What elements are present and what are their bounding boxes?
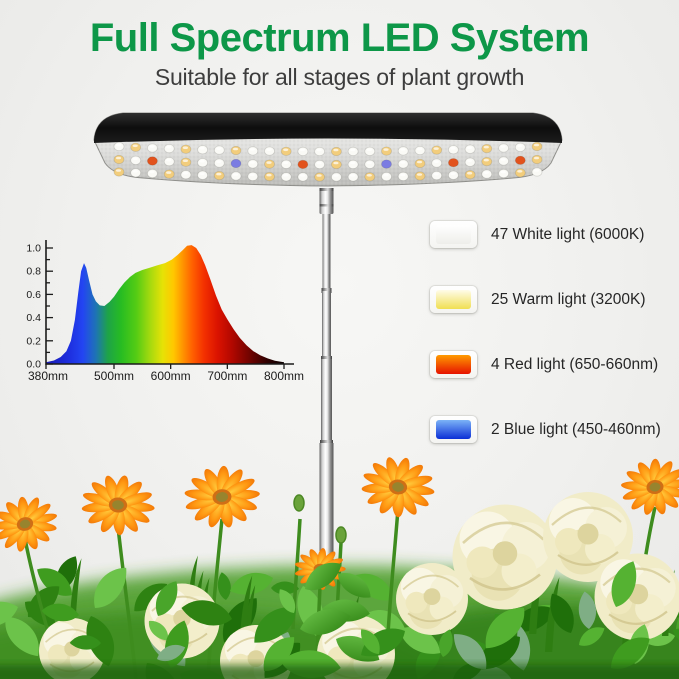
flower-bed-illustration — [0, 449, 679, 679]
svg-text:0.8: 0.8 — [26, 266, 41, 278]
svg-text:380mm: 380mm — [28, 369, 68, 383]
legend-item-white: 47 White light (6000K) — [430, 221, 675, 248]
legend-label: 25 Warm light (3200K) — [491, 290, 646, 308]
led-legend: 47 White light (6000K) 25 Warm light (32… — [430, 221, 675, 481]
legend-item-red: 4 Red light (650-660nm) — [430, 351, 675, 378]
blue-led-chip-swatch — [430, 416, 477, 443]
svg-text:0.4: 0.4 — [26, 312, 41, 324]
legend-item-blue: 2 Blue light (450-460nm) — [430, 416, 675, 443]
svg-text:0.6: 0.6 — [26, 289, 41, 301]
legend-label: 4 Red light (650-660nm) — [491, 355, 659, 373]
foliage-front-leaves — [0, 556, 679, 679]
spectrum-chart: 0.0 0.2 0.4 0.6 0.8 1.0 380mm 500mm 600mm 700mm 80… — [26, 240, 304, 383]
white-led-chip-swatch — [430, 221, 477, 248]
page-subtitle: Suitable for all stages of plant growth — [154, 64, 525, 90]
page-title: Full Spectrum LED System — [89, 16, 590, 60]
legend-item-warm: 25 Warm light (3200K) — [430, 286, 675, 313]
svg-text:500mm: 500mm — [94, 369, 134, 383]
svg-text:0.0: 0.0 — [26, 359, 41, 371]
warm-led-chip-swatch — [430, 286, 477, 313]
svg-text:600mm: 600mm — [151, 369, 191, 383]
telescopic-pole — [319, 188, 334, 580]
legend-label: 47 White light (6000K) — [491, 225, 645, 243]
legend-label: 2 Blue light (450-460nm) — [491, 420, 661, 438]
led-panel — [93, 112, 563, 187]
red-led-chip-swatch — [430, 351, 477, 378]
svg-text:800mm: 800mm — [264, 369, 304, 383]
svg-text:0.2: 0.2 — [26, 335, 41, 347]
panel-top — [94, 113, 562, 143]
svg-text:700mm: 700mm — [207, 369, 247, 383]
svg-text:1.0: 1.0 — [26, 243, 41, 255]
led-array — [113, 141, 543, 182]
